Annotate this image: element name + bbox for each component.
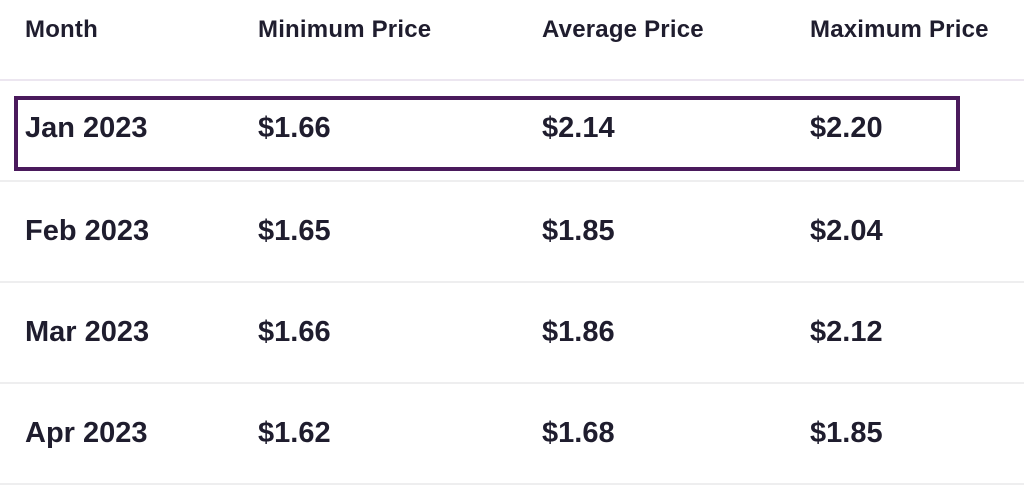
cell-month: Feb 2023 (25, 215, 150, 247)
header-month: Month (25, 16, 98, 43)
cell-maximum-price: $2.04 (810, 215, 883, 247)
cell-minimum-price: $1.66 (258, 316, 331, 348)
cell-month: Apr 2023 (25, 417, 148, 449)
header-average-price: Average Price (542, 16, 704, 43)
cell-maximum-price: $2.12 (810, 316, 883, 348)
table-row: Mar 2023 $1.66 $1.86 $2.12 (0, 283, 1024, 384)
cell-minimum-price: $1.65 (258, 215, 331, 247)
cell-average-price: $1.86 (542, 316, 615, 348)
table-row: Jan 2023 $1.66 $2.14 $2.20 (0, 81, 1024, 182)
header-minimum-price: Minimum Price (258, 16, 432, 43)
cell-minimum-price: $1.62 (258, 417, 331, 449)
table-row: Feb 2023 $1.65 $1.85 $2.04 (0, 182, 1024, 283)
cell-average-price: $2.14 (542, 112, 615, 144)
cell-maximum-price: $2.20 (810, 112, 883, 144)
header-maximum-price: Maximum Price (810, 16, 989, 43)
cell-average-price: $1.68 (542, 417, 615, 449)
cell-month: Jan 2023 (25, 112, 148, 144)
cell-maximum-price: $1.85 (810, 417, 883, 449)
table-row: Apr 2023 $1.62 $1.68 $1.85 (0, 384, 1024, 485)
table-header-row: Month Minimum Price Average Price Maximu… (0, 0, 1024, 81)
cell-average-price: $1.85 (542, 215, 615, 247)
cell-month: Mar 2023 (25, 316, 150, 348)
cell-minimum-price: $1.66 (258, 112, 331, 144)
